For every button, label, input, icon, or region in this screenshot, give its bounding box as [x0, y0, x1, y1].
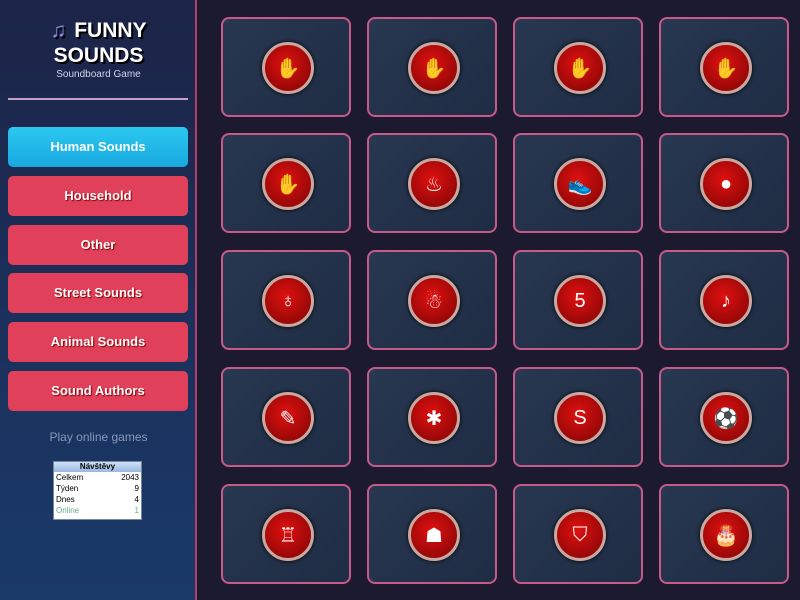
- sound-tile: ✋: [221, 133, 351, 233]
- logo-subtitle: Soundboard Game: [56, 69, 141, 80]
- counter-value: 9: [134, 484, 139, 493]
- brush-icon: ✎: [279, 407, 297, 430]
- category-button-human-sounds[interactable]: Human Sounds: [8, 127, 188, 167]
- person-icon: ☗: [425, 524, 443, 547]
- sound-tile: ⚽: [659, 367, 789, 467]
- shoe-icon: 👟: [567, 173, 593, 196]
- bug-icon: ✱: [425, 407, 443, 430]
- sound-tile: ☃: [367, 250, 497, 350]
- logo-line-2: SOUNDS: [53, 44, 144, 67]
- music-note-icon: ♫: [50, 19, 67, 42]
- sound-button[interactable]: ●: [700, 158, 752, 210]
- counter-label: Týden: [56, 484, 79, 493]
- music-icon: ♪: [721, 289, 731, 312]
- counter-row: Týden 9: [54, 483, 141, 494]
- soccer-ball-icon: ⚽: [713, 407, 739, 430]
- sound-tile: ●: [659, 133, 789, 233]
- sound-button[interactable]: 5: [554, 275, 606, 327]
- sound-button[interactable]: ♁: [262, 275, 314, 327]
- sound-tile: ⛉: [513, 484, 643, 584]
- green-blob-icon: ●: [719, 172, 733, 195]
- sound-button[interactable]: ♖: [262, 509, 314, 561]
- sidebar: ♫ FUNNY SOUNDS Soundboard Game Human Soun…: [0, 0, 197, 600]
- sound-button[interactable]: ✎: [262, 392, 314, 444]
- sound-tile: ✋: [367, 17, 497, 117]
- hand-icon: ✋: [275, 173, 301, 196]
- sound-tile: ♁: [221, 250, 351, 350]
- cake-icon: 🎂: [713, 524, 739, 547]
- sound-tile: 👟: [513, 133, 643, 233]
- category-button-sound-authors[interactable]: Sound Authors: [8, 371, 188, 411]
- sound-tile: 5: [513, 250, 643, 350]
- sound-button[interactable]: ✋: [408, 42, 460, 94]
- counter-row: Online 1: [54, 505, 141, 516]
- sound-tile: ♖: [221, 484, 351, 584]
- sound-button[interactable]: S: [554, 392, 606, 444]
- counter-title: Návštěvy: [54, 462, 141, 472]
- sound-button[interactable]: ✋: [554, 42, 606, 94]
- counter-label: Online: [56, 506, 80, 515]
- sound-button[interactable]: 🎂: [700, 509, 752, 561]
- toilet-icon: ♖: [279, 524, 297, 547]
- hand-icon: ✋: [421, 57, 447, 80]
- sound-button[interactable]: ☃: [408, 275, 460, 327]
- sound-button[interactable]: ✋: [262, 42, 314, 94]
- sound-tile: ✋: [659, 17, 789, 117]
- sound-tile: ☗: [367, 484, 497, 584]
- snake-icon: S: [573, 406, 587, 429]
- play-online-games-link[interactable]: Play online games: [49, 430, 148, 444]
- sound-button[interactable]: ✋: [262, 158, 314, 210]
- sound-button[interactable]: ⚽: [700, 392, 752, 444]
- sound-button[interactable]: ✋: [700, 42, 752, 94]
- counter-label: Celkem: [56, 473, 84, 482]
- divider: [8, 98, 188, 100]
- number-5-icon: 5: [574, 289, 586, 312]
- sound-tile: ♪: [659, 250, 789, 350]
- counter-value: 1: [134, 506, 139, 515]
- visit-counter[interactable]: Návštěvy Celkem 2043 Týden 9 Dnes 4 Online 1: [53, 461, 142, 520]
- stomach-icon: ♁: [280, 289, 296, 312]
- hand-icon: ✋: [713, 57, 739, 80]
- gingerbread-icon: ☃: [425, 290, 443, 313]
- category-button-animal-sounds[interactable]: Animal Sounds: [8, 322, 188, 363]
- sound-tile: ✋: [221, 17, 351, 117]
- sound-button[interactable]: ☗: [408, 509, 460, 561]
- counter-row: Celkem 2043: [54, 472, 141, 483]
- figure-icon: ♨: [425, 173, 443, 196]
- counter-row: Dnes 4: [54, 494, 141, 505]
- sound-tile: ✎: [221, 367, 351, 467]
- counter-label: Dnes: [56, 495, 75, 504]
- sound-button[interactable]: 👟: [554, 158, 606, 210]
- category-button-street-sounds[interactable]: Street Sounds: [8, 273, 188, 314]
- logo-line-1: FUNNY: [74, 19, 147, 42]
- counter-value: 4: [134, 495, 139, 504]
- sound-tile: S: [513, 367, 643, 467]
- sound-button[interactable]: ✱: [408, 392, 460, 444]
- sound-tile: ✱: [367, 367, 497, 467]
- sound-button[interactable]: ♪: [700, 275, 752, 327]
- hand-icon: ✋: [275, 57, 301, 80]
- category-button-household[interactable]: Household: [8, 175, 188, 216]
- sound-button[interactable]: ⛉: [554, 509, 606, 561]
- tooth-icon: ⛉: [572, 523, 588, 546]
- sound-button[interactable]: ♨: [408, 158, 460, 210]
- sound-tile: 🎂: [659, 484, 789, 584]
- hand-icon: ✋: [567, 57, 593, 80]
- counter-value: 2043: [121, 473, 139, 482]
- sound-tile: ✋: [513, 17, 643, 117]
- category-button-other[interactable]: Other: [8, 224, 188, 265]
- logo[interactable]: ♫ FUNNY SOUNDS Soundboard Game: [0, 18, 197, 80]
- sound-tile: ♨: [367, 133, 497, 233]
